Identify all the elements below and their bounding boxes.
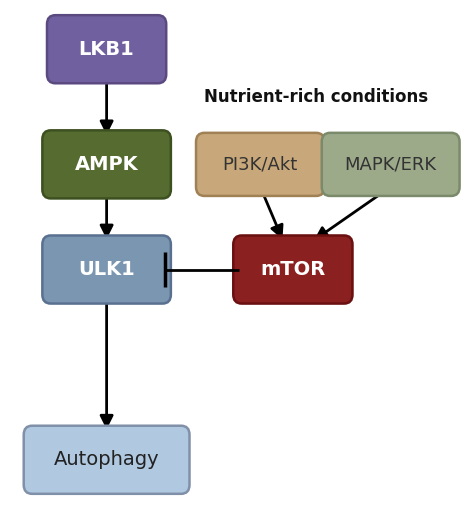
Text: Autophagy: Autophagy: [54, 450, 159, 469]
Text: PI3K/Akt: PI3K/Akt: [223, 155, 298, 174]
FancyBboxPatch shape: [196, 133, 325, 196]
Text: MAPK/ERK: MAPK/ERK: [345, 155, 437, 174]
Text: mTOR: mTOR: [260, 260, 326, 279]
FancyBboxPatch shape: [322, 133, 460, 196]
FancyBboxPatch shape: [42, 236, 171, 303]
FancyBboxPatch shape: [47, 15, 166, 83]
Text: LKB1: LKB1: [79, 40, 135, 59]
FancyBboxPatch shape: [42, 130, 171, 199]
Text: AMPK: AMPK: [75, 155, 138, 174]
Text: ULK1: ULK1: [78, 260, 135, 279]
Text: Nutrient-rich conditions: Nutrient-rich conditions: [204, 88, 428, 106]
FancyBboxPatch shape: [24, 426, 190, 494]
FancyBboxPatch shape: [233, 236, 353, 303]
